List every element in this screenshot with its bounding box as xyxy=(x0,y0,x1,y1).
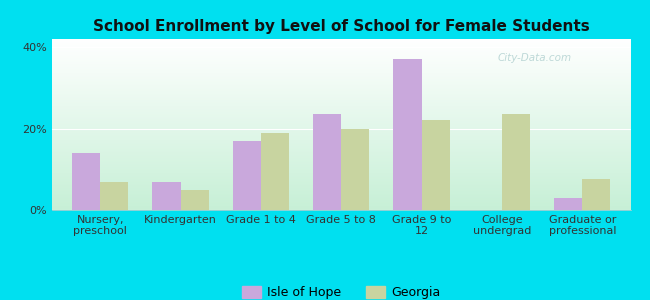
Title: School Enrollment by Level of School for Female Students: School Enrollment by Level of School for… xyxy=(93,19,590,34)
Bar xyxy=(261,133,289,210)
Bar xyxy=(502,114,530,210)
Bar xyxy=(422,120,450,210)
Legend: Isle of Hope, Georgia: Isle of Hope, Georgia xyxy=(237,281,445,300)
Text: City-Data.com: City-Data.com xyxy=(497,53,571,63)
Bar xyxy=(100,182,128,210)
Bar xyxy=(233,141,261,210)
Bar xyxy=(341,129,369,210)
Bar xyxy=(72,153,100,210)
Bar xyxy=(181,190,209,210)
Bar xyxy=(554,198,582,210)
Bar xyxy=(393,59,422,210)
Bar xyxy=(313,114,341,210)
Bar xyxy=(582,179,610,210)
Bar xyxy=(153,182,181,210)
